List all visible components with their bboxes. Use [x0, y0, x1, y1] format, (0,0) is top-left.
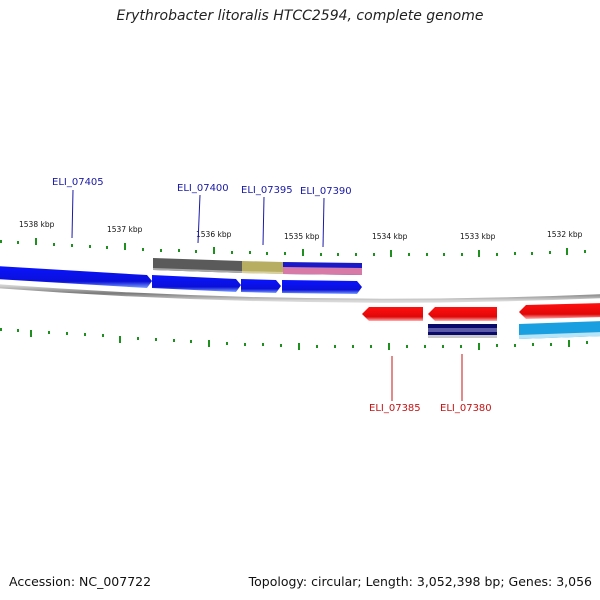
forward-gene-arrow[interactable] — [282, 280, 362, 294]
genome-title: Erythrobacter litoralis HTCC2594, comple… — [116, 8, 484, 24]
cyan-feature — [519, 321, 600, 339]
gene-label[interactable]: ELI_07390 — [300, 186, 352, 197]
forward-scale-ticks — [0, 238, 586, 257]
forward-gene-arrow[interactable] — [241, 279, 281, 293]
genome-stats: Topology: circular; Length: 3,052,398 bp… — [248, 574, 592, 589]
gene-label[interactable]: ELI_07385 — [369, 403, 421, 414]
reverse-gene-arrow[interactable] — [519, 303, 600, 319]
gene-label[interactable]: ELI_07400 — [177, 183, 229, 194]
forward-gene-arrow[interactable] — [0, 266, 152, 288]
scale-label: 1535 kbp — [284, 232, 320, 241]
reverse-scale-ticks — [0, 328, 588, 350]
scale-label: 1534 kbp — [372, 232, 408, 241]
forward-gene-arrow[interactable] — [152, 275, 241, 292]
accession-info: Accession: NC_007722 — [9, 574, 152, 589]
gene-label[interactable]: ELI_07380 — [440, 403, 492, 414]
gene-label[interactable]: ELI_07405 — [52, 177, 104, 188]
scale-label: 1537 kbp — [107, 225, 143, 234]
reverse-gene-arrow[interactable] — [428, 307, 497, 321]
feature-bar — [153, 258, 362, 275]
genome-backbone — [0, 284, 600, 303]
scale-label: 1538 kbp — [19, 220, 55, 229]
scale-label: 1533 kbp — [460, 232, 496, 241]
reverse-gene-arrow[interactable] — [362, 307, 423, 321]
gene-label[interactable]: ELI_07395 — [241, 185, 293, 196]
scale-label: 1532 kbp — [547, 230, 583, 239]
scale-label: 1536 kbp — [196, 230, 232, 239]
navy-feature — [428, 324, 497, 338]
